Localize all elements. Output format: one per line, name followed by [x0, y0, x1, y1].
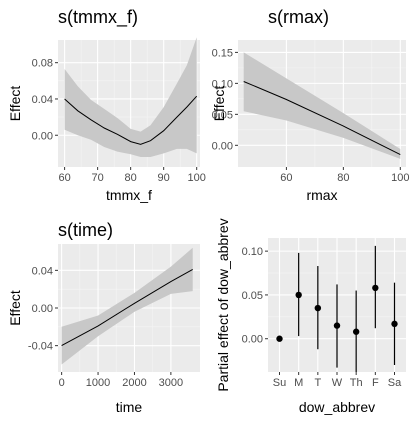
x-tick-label: 3000 [159, 377, 183, 389]
x-axis-title: dow_abbrev [299, 399, 375, 415]
y-tick-label: 0.10 [242, 246, 263, 258]
y-tick-label: 0.00 [32, 303, 53, 315]
x-axis-title: rmax [306, 187, 337, 203]
x-tick-label: 0 [59, 377, 65, 389]
y-tick-label: -0.04 [28, 341, 53, 353]
x-tick-label: 1000 [86, 377, 110, 389]
point-estimate [391, 321, 397, 327]
x-tick-label: 60 [280, 172, 292, 184]
point-estimate [295, 292, 301, 298]
y-axis-title: Partial effect of dow_abbrev [215, 218, 231, 391]
x-tick-label: F [372, 377, 379, 389]
y-tick-label: 0.05 [242, 290, 263, 302]
x-axis-title: time [116, 399, 143, 415]
y-tick-label: 0.04 [32, 265, 53, 277]
x-tick-label: M [294, 377, 303, 389]
panel-tmmx-f: 0.00 0.04 0.08 60 70 80 90 100 s(tmmx_f) tmmx_f Ef… [7, 7, 206, 203]
y-axis-title: Effect [7, 86, 23, 122]
x-axis-title: tmmx_f [106, 187, 152, 203]
x-tick-label: T [314, 377, 321, 389]
point-estimate [334, 322, 340, 328]
y-tick-label: 0.04 [32, 94, 53, 106]
y-tick-label: 0.00 [212, 140, 233, 152]
y-tick-label: 0.08 [32, 58, 53, 70]
panel-title: s(rmax) [268, 7, 329, 27]
x-tick-label: W [332, 377, 343, 389]
panel-dow-abbrev: 0.00 0.05 0.10 Su M T W Th F Sa dow_abbrev Partial … [215, 218, 406, 415]
point-estimate [372, 285, 378, 291]
x-tick-label: 90 [158, 172, 170, 184]
x-tick-label: 100 [188, 172, 206, 184]
x-tick-label: Su [273, 377, 286, 389]
x-tick-label: Th [350, 377, 363, 389]
y-axis-title: Effect [7, 290, 23, 326]
y-tick-label: 0.00 [32, 130, 53, 142]
point-estimate [315, 305, 321, 311]
panel-time: -0.04 0.00 0.04 0 1000 2000 3000 s(time) time Eff… [7, 220, 200, 415]
x-tick-label: 80 [337, 172, 349, 184]
y-tick-label: 0.15 [212, 47, 233, 59]
x-tick-label: Sa [388, 377, 402, 389]
x-tick-label: 60 [58, 172, 70, 184]
point-estimate [276, 336, 282, 342]
panel-title: s(time) [58, 220, 113, 240]
x-tick-label: 100 [391, 172, 409, 184]
x-tick-label: 70 [92, 172, 104, 184]
point-estimate [353, 329, 359, 335]
y-tick-label: 0.00 [242, 334, 263, 346]
panel-title: s(tmmx_f) [58, 7, 138, 28]
x-tick-label: 2000 [122, 377, 146, 389]
y-axis-title: Effect [211, 86, 227, 122]
x-tick-label: 80 [125, 172, 137, 184]
